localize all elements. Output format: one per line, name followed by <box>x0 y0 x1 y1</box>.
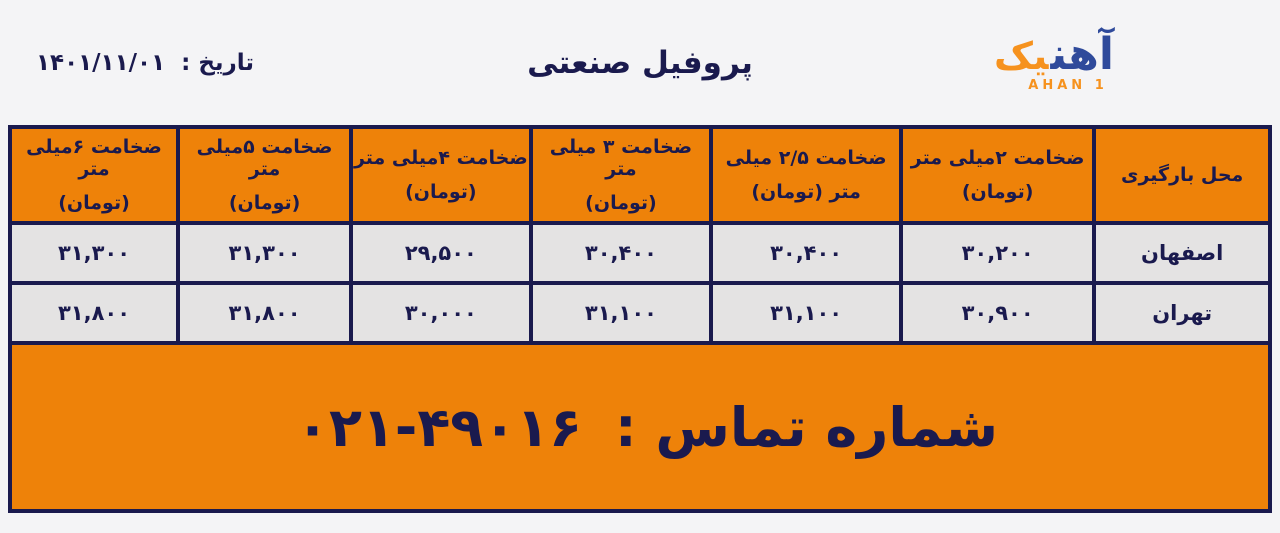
column-header-unit: (تومان) <box>585 192 657 214</box>
page-title: پروفیل صنعتی <box>527 44 753 81</box>
table-row-isfahan: اصفهان ۳۰,۲۰۰ ۳۰,۴۰۰ ۳۰,۴۰۰ ۲۹,۵۰۰ ۳۱,۳۰… <box>7 221 1272 285</box>
column-header-label: محل بارگیری <box>1121 164 1244 186</box>
contact-bar: شماره تماس : ۰۲۱-۴۹۰۱۶ <box>8 341 1272 513</box>
column-header-unit: متر (تومان) <box>751 181 861 203</box>
column-header-5mm: ضخامت ۵میلی متر (تومان) <box>176 125 354 225</box>
price-cell: ۳۱,۸۰۰ <box>7 281 181 345</box>
logo: آهنیک AHAN 1 <box>994 33 1114 93</box>
column-header-label: ضخامت ۵میلی متر <box>196 136 333 180</box>
logo-one-text: یک <box>994 34 1049 78</box>
city-cell: تهران <box>1092 281 1272 345</box>
table-header: محل بارگیری ضخامت ۲میلی متر (تومان) ضخام… <box>7 125 1272 225</box>
price-cell: ۳۰,۴۰۰ <box>709 221 903 285</box>
table-body: اصفهان ۳۰,۲۰۰ ۳۰,۴۰۰ ۳۰,۴۰۰ ۲۹,۵۰۰ ۳۱,۳۰… <box>7 221 1272 345</box>
column-header-label: ضخامت ۴میلی متر <box>353 147 528 169</box>
column-header-2-5mm: ضخامت ۲/۵ میلی متر (تومان) <box>709 125 903 225</box>
price-cell: ۳۱,۱۰۰ <box>709 281 903 345</box>
price-cell: ۳۰,۴۰۰ <box>528 221 714 285</box>
column-header-label: ضخامت ۲/۵ میلی <box>725 147 887 169</box>
price-cell: ۳۱,۸۰۰ <box>176 281 354 345</box>
column-header-label: ضخامت ۳ میلی متر <box>549 136 693 180</box>
table-footer: شماره تماس : ۰۲۱-۴۹۰۱۶ <box>8 341 1272 513</box>
column-header-unit: (تومان) <box>228 192 301 214</box>
contact-label: شماره تماس : <box>614 395 998 459</box>
contact-row: شماره تماس : ۰۲۱-۴۹۰۱۶ <box>8 341 1272 513</box>
top-bar: آهنیک AHAN 1 پروفیل صنعتی تاریخ : ۱۴۰۱/۱… <box>0 0 1280 125</box>
column-header-label: ضخامت ۲میلی متر <box>910 147 1085 169</box>
column-header-3mm: ضخامت ۳ میلی متر (تومان) <box>528 125 714 225</box>
price-cell: ۳۰,۰۰۰ <box>349 281 533 345</box>
column-header-unit: (تومان) <box>405 181 477 203</box>
column-header-4mm: ضخامت ۴میلی متر (تومان) <box>349 125 533 225</box>
city-cell: اصفهان <box>1092 221 1272 285</box>
logo-persian-wordmark: آهنیک <box>994 33 1114 77</box>
column-header-2mm: ضخامت ۲میلی متر (تومان) <box>898 125 1097 225</box>
column-header-unit: (تومان) <box>58 192 130 214</box>
header-row: محل بارگیری ضخامت ۲میلی متر (تومان) ضخام… <box>7 125 1272 225</box>
column-header-6mm: ضخامت ۶میلی متر (تومان) <box>7 125 181 225</box>
contact-number: ۰۲۱-۴۹۰۱۶ <box>296 395 583 459</box>
price-cell: ۳۰,۲۰۰ <box>898 221 1097 285</box>
price-cell: ۳۱,۱۰۰ <box>528 281 714 345</box>
column-header-label: ضخامت ۶میلی متر <box>26 136 162 180</box>
price-cell: ۳۱,۳۰۰ <box>7 221 181 285</box>
table-row-tehran: تهران ۳۰,۹۰۰ ۳۱,۱۰۰ ۳۱,۱۰۰ ۳۰,۰۰۰ ۳۱,۸۰۰… <box>7 281 1272 345</box>
price-table: محل بارگیری ضخامت ۲میلی متر (تومان) ضخام… <box>7 125 1272 513</box>
logo-en-text: AHAN 1 <box>1028 78 1108 93</box>
logo-ahan-text: آهن <box>1050 29 1114 80</box>
column-header-location: محل بارگیری <box>1092 125 1272 225</box>
price-cell: ۳۰,۹۰۰ <box>898 281 1097 345</box>
price-cell: ۲۹,۵۰۰ <box>349 221 533 285</box>
date: تاریخ : ۱۴۰۱/۱۱/۰۱ <box>36 50 254 76</box>
price-cell: ۳۱,۳۰۰ <box>176 221 354 285</box>
date-label: تاریخ : <box>181 49 255 76</box>
date-value: ۱۴۰۱/۱۱/۰۱ <box>36 49 166 76</box>
column-header-unit: (تومان) <box>961 181 1034 203</box>
